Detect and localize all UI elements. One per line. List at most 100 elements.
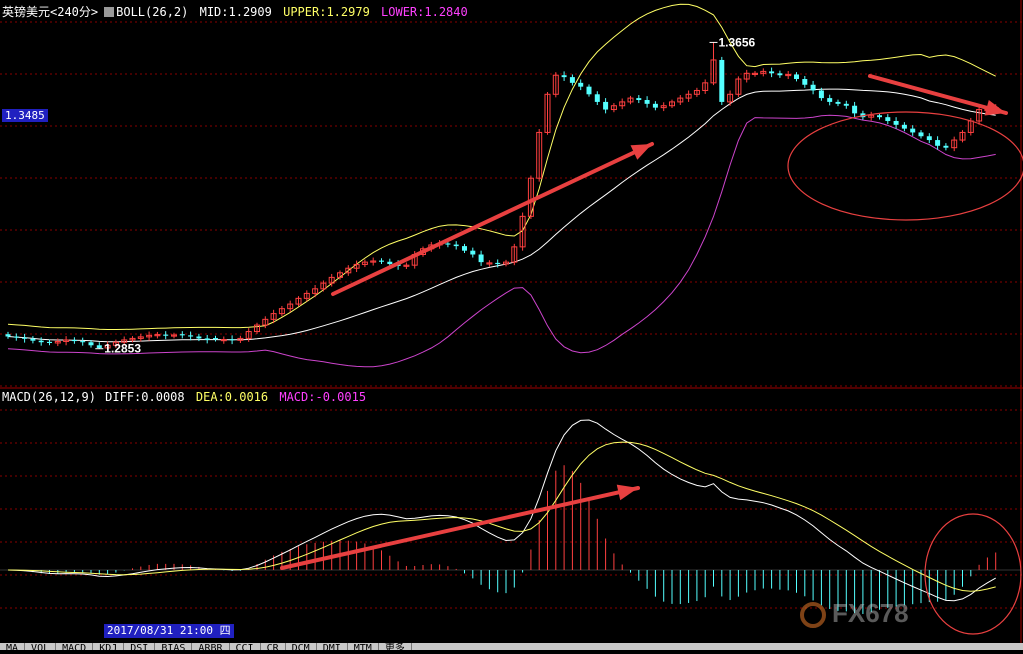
candle-up (361, 261, 368, 265)
candle-up (627, 97, 634, 103)
macd-value: MACD:-0.0015 (279, 390, 367, 404)
candle-down (96, 345, 102, 348)
candle-down (88, 342, 94, 346)
macd-diff: DIFF:0.0008 (105, 390, 185, 404)
candle-up (121, 339, 128, 343)
candle-down (885, 117, 891, 121)
tab-6[interactable]: ARBR (192, 643, 230, 650)
candle-up (519, 215, 526, 248)
candle-up (727, 93, 734, 103)
candle-up (295, 297, 302, 305)
candle-down (196, 336, 202, 339)
candle-down (38, 340, 44, 343)
candle-up (503, 261, 509, 265)
candle-down (561, 75, 567, 78)
downtrend-arrow (868, 74, 1008, 115)
candle-up (312, 288, 319, 294)
candle-up (752, 72, 758, 75)
candle-down (213, 338, 218, 340)
candle-down (810, 84, 816, 91)
candle-down (827, 98, 833, 102)
candle-up (619, 101, 626, 107)
candle-up (743, 72, 750, 80)
macd-diff-line (7, 419, 996, 602)
tab-8[interactable]: CR (261, 643, 286, 650)
candle-down (163, 334, 169, 336)
tab-12[interactable]: 更多 (379, 643, 412, 650)
candle-up (270, 313, 277, 320)
candle-down (47, 341, 52, 343)
macd-highlight-circle (924, 513, 1022, 635)
macd-dea-line (7, 441, 996, 592)
instrument-title: 英镑美元<240分> (2, 5, 99, 19)
candle-down (926, 136, 932, 141)
candle-up (154, 334, 161, 337)
candle-up (685, 93, 692, 99)
tab-2[interactable]: MACD (56, 643, 94, 650)
tab-7[interactable]: CCI (230, 643, 261, 650)
candle-down (22, 337, 28, 339)
candle-up (693, 89, 700, 95)
cursor-date-tag: 2017/08/31 21:00 四 (104, 624, 234, 638)
candle-up (610, 105, 617, 111)
candle-up (785, 73, 792, 77)
candle-down (918, 132, 924, 137)
watermark-text: FX678 (832, 598, 909, 628)
candle-up (237, 337, 244, 341)
boll-icon (104, 7, 115, 17)
macd-dea: DEA:0.0016 (195, 390, 269, 404)
candle-down (910, 128, 916, 133)
candle-down (30, 338, 36, 341)
candle-up (370, 260, 377, 263)
tab-10[interactable]: DMI (317, 643, 348, 650)
candle-down (5, 334, 11, 337)
tab-1[interactable]: VOL (25, 643, 57, 650)
candle-down (818, 90, 824, 99)
downtrend-arrow-head (984, 100, 1006, 116)
boll-upper: UPPER:1.2979 (283, 5, 370, 19)
candle-up (544, 93, 551, 133)
tab-0[interactable]: MA (0, 643, 26, 650)
candle-up (527, 177, 534, 217)
candle-up (552, 74, 559, 95)
candle-up (112, 341, 119, 346)
candle-down (594, 94, 600, 102)
candle-up (328, 276, 335, 284)
candle-down (644, 100, 650, 104)
macd-header: MACD(26,12,9) DIFF:0.0008 DEA:0.0016 MAC… (2, 390, 366, 404)
candle-down (188, 335, 194, 337)
tab-3[interactable]: KDJ (93, 643, 125, 650)
candle-down (13, 336, 19, 338)
price-highlight-circle (787, 111, 1023, 221)
tab-4[interactable]: DSI (124, 643, 156, 650)
boll-upper-line (7, 3, 996, 330)
candle-down (229, 339, 235, 341)
tab-9[interactable]: DCM (286, 643, 317, 650)
candle-down (462, 246, 467, 251)
candle-up (702, 82, 709, 91)
candle-down (387, 261, 393, 265)
candle-up (337, 272, 343, 278)
candle-up (137, 336, 144, 339)
candle-down (935, 140, 941, 146)
low-label: 1.2853 (104, 342, 141, 356)
watermark: FX678 (800, 598, 909, 629)
candle-up (345, 267, 352, 274)
candle-down (719, 59, 725, 102)
macd-trend-arrow (280, 486, 640, 570)
macd-label: MACD(26,12,9) (2, 390, 96, 404)
boll-lower-line (7, 114, 996, 368)
tab-5[interactable]: BIAS (155, 643, 193, 650)
candle-down (204, 338, 210, 340)
candle-up (536, 131, 543, 179)
macd-trend-arrow-head (616, 484, 638, 501)
candle-up (959, 131, 966, 141)
candle-down (769, 71, 775, 74)
candle-up (677, 97, 684, 103)
candle-up (669, 101, 675, 107)
tab-11[interactable]: MTM (348, 643, 379, 650)
candle-down (569, 77, 575, 83)
chart-header: 英镑美元<240分> BOLL(26,2) MID:1.2909 UPPER:1.… (2, 5, 468, 19)
